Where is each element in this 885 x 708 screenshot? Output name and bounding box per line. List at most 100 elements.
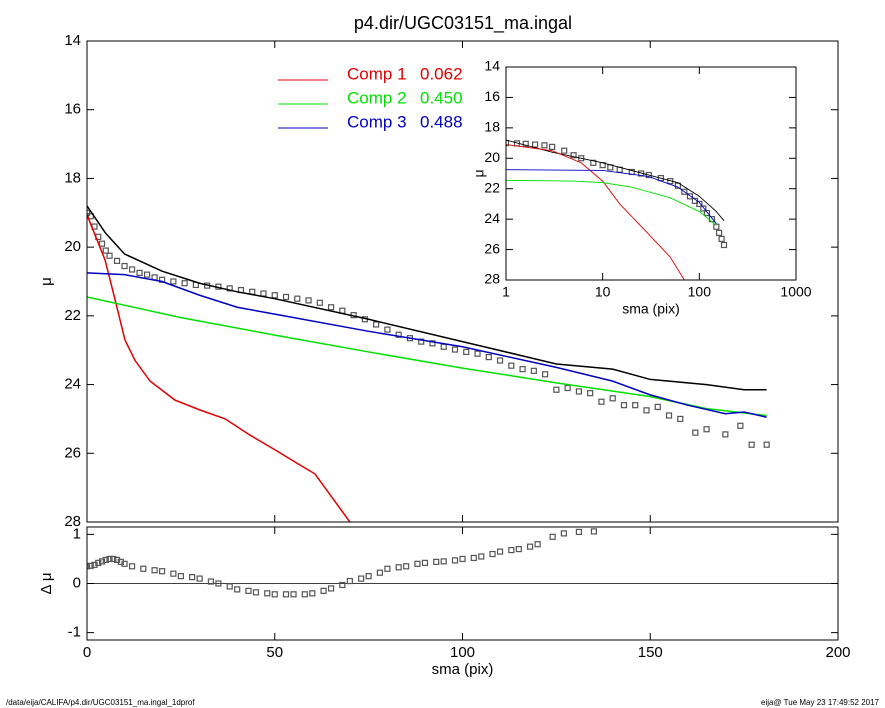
data-point <box>170 278 177 285</box>
data-point <box>102 556 109 564</box>
data-point <box>305 297 312 304</box>
data-point <box>95 559 102 566</box>
data-point <box>485 353 492 361</box>
y-tick-label: 18 <box>64 169 81 186</box>
x-tick-label: 1000 <box>780 284 811 300</box>
data-point <box>508 546 515 554</box>
data-point <box>290 591 297 598</box>
data-point <box>553 386 560 393</box>
data-point <box>414 560 421 567</box>
data-point <box>121 560 128 567</box>
y-tick-label: 22 <box>484 179 500 195</box>
data-point <box>609 395 616 402</box>
x-tick-label: 1 <box>502 284 510 300</box>
x-tick-label: 50 <box>266 644 283 661</box>
data-point <box>282 293 290 301</box>
data-point <box>346 577 353 585</box>
data-point <box>245 587 252 594</box>
data-point <box>181 280 188 287</box>
data-point <box>720 241 728 249</box>
data-point <box>519 366 526 373</box>
y-tick-label: 22 <box>64 307 81 324</box>
data-point <box>301 591 308 598</box>
legend-fraction: 0.450 <box>420 88 463 107</box>
plot-area <box>87 205 770 522</box>
y-tick-label: 14 <box>64 32 81 49</box>
data-point <box>140 565 147 572</box>
y-tick-label: 16 <box>64 101 81 118</box>
data-point <box>590 159 597 166</box>
data-point <box>87 563 91 570</box>
data-point <box>110 555 117 563</box>
data-point <box>620 402 628 409</box>
data-point <box>271 292 278 299</box>
data-point <box>98 240 106 247</box>
data-point <box>264 590 271 597</box>
y-axis-label: Δ μ <box>38 572 55 594</box>
data-point <box>632 402 639 409</box>
y-tick-label: 18 <box>484 119 500 135</box>
data-point <box>560 530 567 537</box>
data-point <box>113 257 121 264</box>
data-point <box>159 568 166 575</box>
y-tick-label: 20 <box>484 149 500 165</box>
data-point <box>294 295 301 302</box>
x-tick-label: 150 <box>638 644 663 661</box>
data-point <box>320 587 327 594</box>
data-point <box>316 299 323 306</box>
data-point <box>271 591 278 598</box>
x-axis-label: sma (pix) <box>622 301 680 317</box>
data-point <box>226 583 233 590</box>
data-point <box>106 555 113 563</box>
data-point <box>87 562 94 569</box>
data-point <box>451 346 459 353</box>
data-point <box>496 357 504 364</box>
data-point <box>526 543 534 550</box>
data-point <box>463 348 470 356</box>
data-point <box>196 575 203 582</box>
series-line <box>506 169 717 224</box>
y-tick-label: 24 <box>64 376 81 393</box>
data-point <box>327 304 335 311</box>
data-point <box>549 143 556 150</box>
data-point <box>748 441 755 448</box>
data-point <box>373 321 380 328</box>
y-tick-label: -1 <box>68 624 81 641</box>
data-point <box>722 431 729 438</box>
data-point <box>106 252 113 259</box>
data-point <box>433 558 440 565</box>
data-point <box>681 188 688 195</box>
data-point <box>531 141 539 148</box>
data-point <box>87 209 91 216</box>
data-point <box>645 171 652 179</box>
series-line <box>87 214 351 522</box>
data-point <box>677 415 684 423</box>
data-point <box>358 575 365 582</box>
data-point <box>686 193 694 200</box>
data-point <box>665 412 673 419</box>
data-point <box>578 155 585 162</box>
data-point <box>128 563 136 570</box>
y-tick-label: 1 <box>73 525 81 542</box>
footer-left: /data/eija/CALIFA/p4.dir/UGC03151_ma.ing… <box>6 698 195 707</box>
x-tick-label: 100 <box>688 284 712 300</box>
data-point <box>696 200 703 208</box>
x-tick-label: 10 <box>595 284 611 300</box>
data-point <box>327 585 335 592</box>
series-line <box>87 272 767 418</box>
x-tick-label: 100 <box>450 644 475 661</box>
data-point <box>234 586 241 593</box>
data-point <box>339 581 346 589</box>
data-point <box>102 247 109 254</box>
x-tick-label: 200 <box>825 644 850 661</box>
data-point <box>207 578 215 585</box>
data-point <box>451 557 459 564</box>
data-point <box>564 384 571 392</box>
series-line <box>506 179 717 226</box>
data-point <box>151 567 158 574</box>
data-point <box>395 564 402 571</box>
data-point <box>384 326 391 333</box>
y-tick-label: 26 <box>484 240 500 256</box>
data-point <box>737 422 744 429</box>
